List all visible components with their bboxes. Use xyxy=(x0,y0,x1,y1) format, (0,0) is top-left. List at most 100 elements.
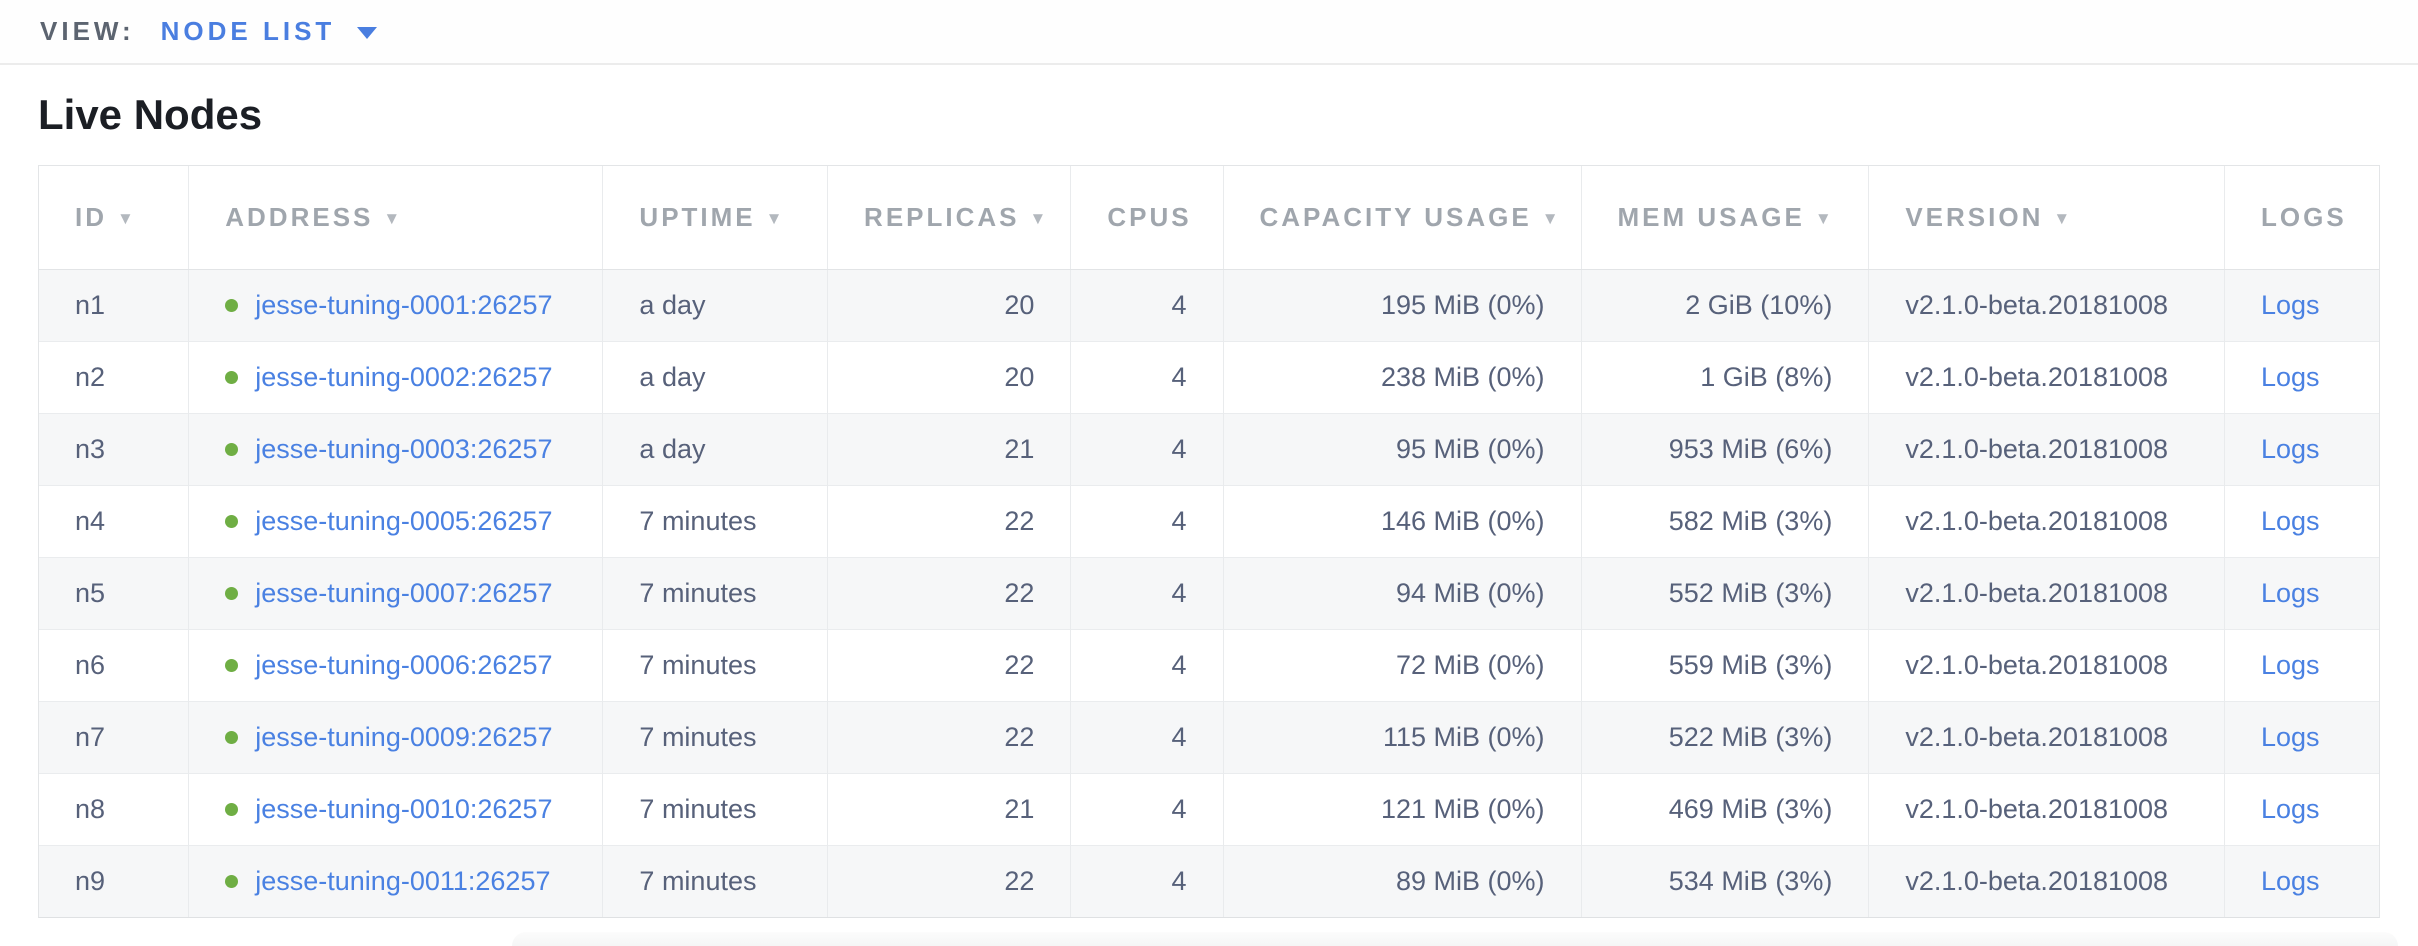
view-selected-value: NODE LIST xyxy=(160,16,336,46)
cell-value: 4 xyxy=(1171,793,1187,824)
cell-version: v2.1.0-beta.20181008 xyxy=(1868,412,2225,485)
cell-mem: 2 GiB (10%) xyxy=(1580,269,1869,341)
cell-address: jesse-tuning-0005:26257 xyxy=(188,484,603,557)
cell-value: 72 MiB (0%) xyxy=(1395,649,1545,680)
node-healthy-dot-icon xyxy=(225,514,239,528)
cell-id: n3 xyxy=(39,412,189,485)
logs-link[interactable]: Logs xyxy=(2261,649,2320,680)
cell-value: 534 MiB (3%) xyxy=(1668,865,1833,896)
cell-value: v2.1.0-beta.20181008 xyxy=(1905,721,2169,752)
cell-logs: Logs xyxy=(2224,628,2379,701)
cell-replicas: 22 xyxy=(827,628,1071,701)
logs-link[interactable]: Logs xyxy=(2261,865,2320,896)
cell-value: 195 MiB (0%) xyxy=(1380,289,1545,320)
node-healthy-dot-icon xyxy=(225,370,239,384)
logs-link[interactable]: Logs xyxy=(2261,433,2320,464)
sort-arrow-icon: ▼ xyxy=(1029,208,1047,228)
logs-link[interactable]: Logs xyxy=(2261,577,2320,608)
cell-value: 22 xyxy=(1004,721,1035,752)
column-header-uptime[interactable]: UPTIME ▼ xyxy=(602,166,828,270)
cell-value: 4 xyxy=(1171,505,1187,536)
cell-value: n3 xyxy=(75,433,106,464)
cell-value: 115 MiB (0%) xyxy=(1382,721,1545,752)
column-header-version[interactable]: VERSION ▼ xyxy=(1868,166,2225,270)
cell-uptime: a day xyxy=(602,269,828,341)
cell-capacity: 195 MiB (0%) xyxy=(1222,269,1582,341)
column-header-label: ID xyxy=(75,201,107,232)
cell-mem: 1 GiB (8%) xyxy=(1580,340,1869,413)
cell-version: v2.1.0-beta.20181008 xyxy=(1868,772,2225,845)
node-address-link[interactable]: jesse-tuning-0002:26257 xyxy=(255,361,553,392)
logs-link[interactable]: Logs xyxy=(2261,289,2320,320)
cell-replicas: 22 xyxy=(827,484,1071,557)
cell-replicas: 20 xyxy=(827,269,1071,341)
cell-value: 4 xyxy=(1171,721,1187,752)
cell-logs: Logs xyxy=(2224,269,2379,341)
cell-cpus: 4 xyxy=(1070,556,1223,629)
live-nodes-table: ID ▼ ADDRESS ▼ UPTIME ▼ REPLICAS ▼ CPUS CAPACITY … xyxy=(38,165,2380,918)
column-header-cpus[interactable]: CPUS xyxy=(1070,166,1223,270)
cell-logs: Logs xyxy=(2224,556,2379,629)
node-address-link[interactable]: jesse-tuning-0001:26257 xyxy=(255,289,553,320)
column-header-logs[interactable]: LOGS xyxy=(2224,166,2379,270)
cell-value: n8 xyxy=(75,793,106,824)
cell-capacity: 146 MiB (0%) xyxy=(1222,484,1582,557)
column-header-address[interactable]: ADDRESS ▼ xyxy=(188,166,603,270)
column-header-label: ADDRESS xyxy=(225,201,374,232)
cell-mem: 559 MiB (3%) xyxy=(1580,628,1869,701)
column-header-label: CPUS xyxy=(1107,201,1192,232)
cell-value: 2 GiB (10%) xyxy=(1685,289,1833,320)
column-header-capacity[interactable]: CAPACITY USAGE ▼ xyxy=(1222,166,1582,270)
node-address-link[interactable]: jesse-tuning-0009:26257 xyxy=(255,721,553,752)
node-address-link[interactable]: jesse-tuning-0007:26257 xyxy=(255,577,553,608)
cell-capacity: 94 MiB (0%) xyxy=(1222,556,1582,629)
view-selector-dropdown[interactable]: NODE LIST xyxy=(161,16,378,47)
node-healthy-dot-icon xyxy=(225,730,239,744)
cell-version: v2.1.0-beta.20181008 xyxy=(1868,628,2225,701)
table-row: n9 jesse-tuning-0011:26257 7 minutes 22 4 89 … xyxy=(39,844,2379,917)
logs-link[interactable]: Logs xyxy=(2261,361,2320,392)
cell-logs: Logs xyxy=(2224,772,2379,845)
cell-uptime: 7 minutes xyxy=(602,556,828,629)
cell-value: v2.1.0-beta.20181008 xyxy=(1905,505,2169,536)
node-address-link[interactable]: jesse-tuning-0011:26257 xyxy=(255,865,551,896)
cell-value: 4 xyxy=(1171,433,1187,464)
column-header-label: CAPACITY USAGE xyxy=(1259,201,1532,232)
cell-address: jesse-tuning-0007:26257 xyxy=(188,556,603,629)
view-label: VIEW: xyxy=(40,16,135,46)
cell-value: v2.1.0-beta.20181008 xyxy=(1905,577,2169,608)
cell-value: a day xyxy=(639,289,706,320)
table-header-row: ID ▼ ADDRESS ▼ UPTIME ▼ REPLICAS ▼ CPUS CAPACITY … xyxy=(39,166,2379,270)
node-address-link[interactable]: jesse-tuning-0003:26257 xyxy=(255,433,553,464)
cell-address: jesse-tuning-0010:26257 xyxy=(188,772,603,845)
column-header-mem[interactable]: MEM USAGE ▼ xyxy=(1580,166,1869,270)
table-row: n2 jesse-tuning-0002:26257 a day 20 4 238 MiB… xyxy=(39,340,2379,413)
cell-capacity: 238 MiB (0%) xyxy=(1222,340,1582,413)
cell-replicas: 21 xyxy=(827,772,1071,845)
cell-value: 552 MiB (3%) xyxy=(1668,577,1833,608)
logs-link[interactable]: Logs xyxy=(2261,721,2320,752)
cell-value: 7 minutes xyxy=(639,721,757,752)
column-header-replicas[interactable]: REPLICAS ▼ xyxy=(827,166,1071,270)
node-address-link[interactable]: jesse-tuning-0010:26257 xyxy=(255,793,553,824)
logs-link[interactable]: Logs xyxy=(2261,793,2320,824)
node-address-link[interactable]: jesse-tuning-0005:26257 xyxy=(255,505,553,536)
logs-link[interactable]: Logs xyxy=(2261,505,2320,536)
cell-value: 121 MiB (0%) xyxy=(1380,793,1545,824)
cell-value: v2.1.0-beta.20181008 xyxy=(1905,649,2169,680)
cell-cpus: 4 xyxy=(1070,700,1223,773)
cell-value: 94 MiB (0%) xyxy=(1395,577,1545,608)
cell-version: v2.1.0-beta.20181008 xyxy=(1868,269,2225,341)
node-address-link[interactable]: jesse-tuning-0006:26257 xyxy=(255,649,553,680)
cell-cpus: 4 xyxy=(1070,628,1223,701)
cell-value: 4 xyxy=(1171,289,1187,320)
cell-value: 559 MiB (3%) xyxy=(1668,649,1833,680)
cell-id: n9 xyxy=(39,844,189,917)
cell-address: jesse-tuning-0011:26257 xyxy=(188,844,603,917)
column-header-id[interactable]: ID ▼ xyxy=(39,166,189,270)
node-healthy-dot-icon xyxy=(225,298,239,312)
cell-address: jesse-tuning-0002:26257 xyxy=(188,340,603,413)
cell-cpus: 4 xyxy=(1070,484,1223,557)
node-healthy-dot-icon xyxy=(225,586,239,600)
cell-id: n5 xyxy=(39,556,189,629)
